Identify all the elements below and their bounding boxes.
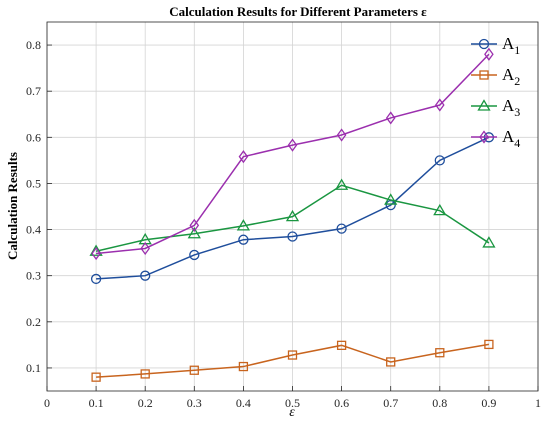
data-point-A4 bbox=[238, 150, 249, 164]
legend-label: A3 bbox=[502, 96, 520, 119]
y-axis-ticks: 0.1 0.2 0.3 0.4 0.5 0.6 0.7 0.8 bbox=[26, 38, 52, 375]
data-point-A1 bbox=[90, 273, 102, 285]
data-point-A2 bbox=[386, 357, 396, 367]
data-point-A1 bbox=[336, 223, 347, 234]
x-tick-label: 0.4 bbox=[236, 396, 251, 410]
legend-label: A2 bbox=[502, 65, 520, 88]
data-point-A4 bbox=[189, 218, 200, 233]
x-tick-label: 0.9 bbox=[481, 396, 496, 410]
chart-title: Calculation Results for Different Parame… bbox=[169, 4, 427, 19]
data-point-A1 bbox=[189, 249, 200, 261]
y-tick-label: 0.5 bbox=[26, 176, 41, 190]
y-tick-label: 0.1 bbox=[26, 361, 41, 375]
y-tick-label: 0.7 bbox=[26, 84, 41, 98]
data-point-A3 bbox=[482, 236, 496, 248]
legend-marker bbox=[479, 70, 489, 80]
data-point-A3 bbox=[89, 244, 103, 256]
legend-item-A4: A4 bbox=[471, 127, 520, 150]
series-line-A3 bbox=[95, 184, 490, 252]
data-point-A2 bbox=[287, 350, 298, 360]
data-point-A4 bbox=[385, 111, 396, 125]
series-line-A1 bbox=[96, 136, 490, 280]
data-point-A2 bbox=[238, 361, 249, 372]
legend-marker bbox=[477, 99, 491, 111]
legend-item-A3: A3 bbox=[471, 96, 520, 119]
x-tick-label: 0.3 bbox=[187, 396, 202, 410]
x-tick-label: 0.6 bbox=[334, 396, 349, 410]
data-point-A1 bbox=[238, 234, 249, 245]
data-point-A4 bbox=[434, 98, 445, 112]
data-point-A3 bbox=[236, 219, 251, 231]
x-tick-label: 1 bbox=[535, 396, 541, 410]
legend-item-A1: A1 bbox=[471, 34, 520, 57]
data-point-A1 bbox=[434, 155, 445, 166]
series-line-A4 bbox=[96, 53, 490, 255]
data-point-A2 bbox=[91, 372, 101, 382]
legend-marker bbox=[478, 38, 490, 50]
data-point-A1 bbox=[140, 270, 151, 281]
data-point-A3 bbox=[433, 203, 447, 216]
data-point-A2 bbox=[140, 369, 150, 379]
data-point-A4 bbox=[287, 138, 298, 152]
series-layer bbox=[89, 47, 496, 382]
data-point-A4 bbox=[91, 246, 101, 261]
data-point-A1 bbox=[287, 231, 298, 242]
series-A2 bbox=[91, 339, 494, 382]
legend-marker bbox=[479, 130, 489, 144]
x-tick-label: 0.7 bbox=[383, 396, 398, 410]
grid bbox=[46, 22, 539, 391]
legend-item-A2: A2 bbox=[471, 65, 520, 88]
data-point-A3 bbox=[285, 209, 300, 222]
x-tick-label: 0 bbox=[44, 396, 50, 410]
data-point-A2 bbox=[336, 340, 347, 350]
x-tick-label: 0.5 bbox=[285, 396, 300, 410]
y-tick-label: 0.3 bbox=[26, 269, 41, 283]
y-tick-label: 0.8 bbox=[26, 38, 41, 52]
data-point-A2 bbox=[484, 339, 494, 350]
y-tick-label: 0.6 bbox=[26, 130, 41, 144]
x-tick-label: 0.8 bbox=[432, 396, 447, 410]
legend-label: A1 bbox=[502, 34, 520, 57]
x-axis-ticks: 0 0.1 0.2 0.3 0.4 0.5 0.6 0.7 0.8 0.9 1 bbox=[44, 386, 541, 410]
x-tick-label: 0.1 bbox=[89, 396, 104, 410]
data-point-A4 bbox=[336, 128, 347, 142]
data-point-A2 bbox=[435, 348, 445, 358]
x-axis-label: ε bbox=[289, 405, 295, 420]
data-point-A4 bbox=[140, 241, 151, 256]
data-point-A3 bbox=[187, 226, 201, 239]
y-tick-label: 0.4 bbox=[26, 223, 41, 237]
data-point-A3 bbox=[384, 193, 398, 205]
data-point-A3 bbox=[334, 178, 349, 190]
y-axis-label: Calculation Results bbox=[5, 152, 20, 260]
y-tick-label: 0.2 bbox=[26, 315, 41, 329]
data-point-A4 bbox=[484, 47, 494, 61]
series-line-A2 bbox=[96, 343, 490, 378]
x-tick-label: 0.2 bbox=[138, 396, 153, 410]
series-A4 bbox=[91, 47, 494, 261]
legend: A1 A2 A3 A4 bbox=[471, 34, 520, 150]
data-point-A2 bbox=[189, 365, 199, 375]
legend-label: A4 bbox=[502, 127, 520, 150]
